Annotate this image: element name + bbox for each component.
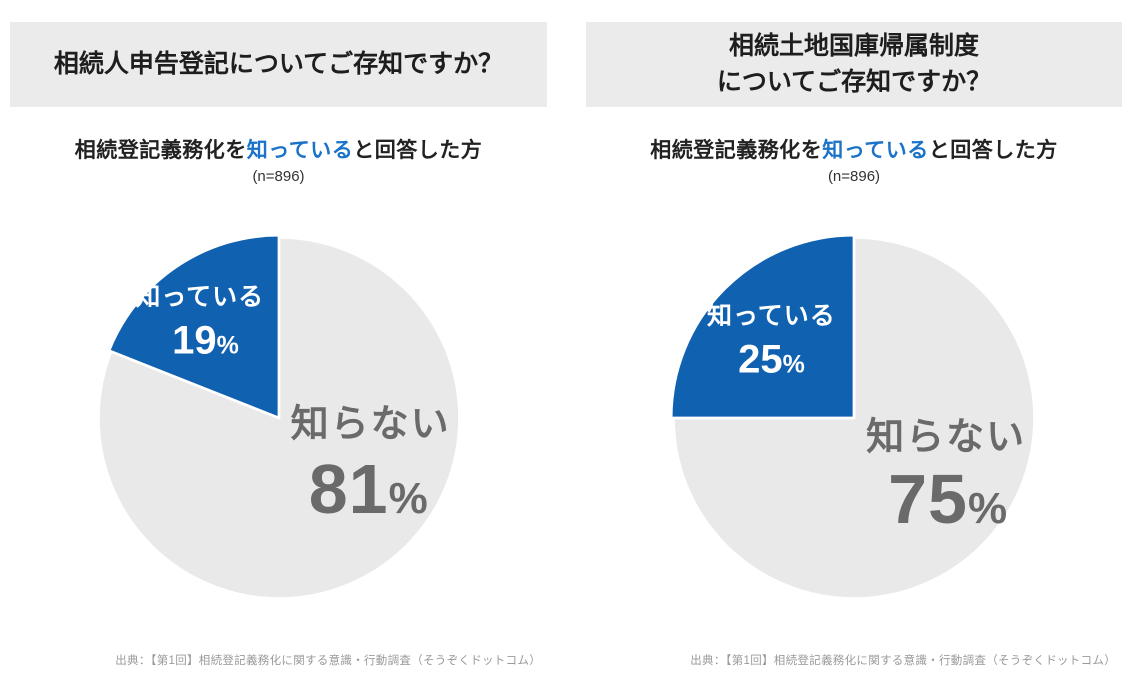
percent-sign: % <box>967 483 1009 533</box>
pie-slice-label-knows: 知っている <box>707 302 836 331</box>
pie-slice-label-knows: 知っている <box>135 283 265 312</box>
pie-slice-label-doesnt-know: 知らない <box>866 416 1027 459</box>
pie-chart-left: 知っている 19% 知らない 81% <box>87 226 471 610</box>
pie-slice-value-doesnt-know: 75% <box>888 459 1009 538</box>
source-note-right: 出典：【第1回】相続登記義務化に関する意識・行動調査（そうぞくドットコム） <box>690 655 1116 667</box>
percent-sign: % <box>782 350 805 379</box>
pie-slice-value-knows: 19% <box>172 318 239 363</box>
pie-chart-right: 知っている 25% 知らない 75% <box>662 226 1046 610</box>
percent-sign: % <box>216 331 239 360</box>
subtitle-suffix: と回答した方 <box>928 139 1058 162</box>
subtitle-highlight: 知っている <box>246 139 354 162</box>
chart-card-right: 相続土地国庫帰属制度 についてご存知ですか？ 相続登記義務化を知っていると回答し… <box>586 22 1122 684</box>
source-note-left: 出典：【第1回】相続登記義務化に関する意識・行動調査（そうぞくドットコム） <box>115 655 541 667</box>
chart-title-line: 相続人申告登記についてご存知ですか？ <box>53 49 504 78</box>
chart-subtitle-left: 相続登記義務化を知っていると回答した方 <box>10 134 547 164</box>
sample-size-left: (n=896) <box>252 168 305 185</box>
chart-subtitle-right: 相続登記義務化を知っていると回答した方 <box>586 134 1122 164</box>
percent-sign: % <box>388 474 429 524</box>
subtitle-suffix: と回答した方 <box>353 139 483 162</box>
pie-slice-value-knows: 25% <box>738 337 805 382</box>
chart-title-line: 相続土地国庫帰属制度 <box>728 32 979 60</box>
subtitle-prefix: 相続登記義務化を <box>74 139 247 162</box>
chart-card-left: 相続人申告登記についてご存知ですか？ 相続登記義務化を知っていると回答した方 (… <box>10 22 547 684</box>
subtitle-highlight: 知っている <box>822 139 929 162</box>
pie-slice-value-doesnt-know: 81% <box>308 450 429 529</box>
chart-title-left: 相続人申告登記についてご存知ですか？ <box>10 22 547 107</box>
subtitle-prefix: 相続登記義務化を <box>650 139 823 162</box>
sample-size-right: (n=896) <box>827 168 881 185</box>
chart-title-right: 相続土地国庫帰属制度 についてご存知ですか？ <box>586 22 1122 107</box>
chart-title-line: についてご存知ですか？ <box>716 67 992 96</box>
pie-slice-label-doesnt-know: 知らない <box>290 403 451 446</box>
